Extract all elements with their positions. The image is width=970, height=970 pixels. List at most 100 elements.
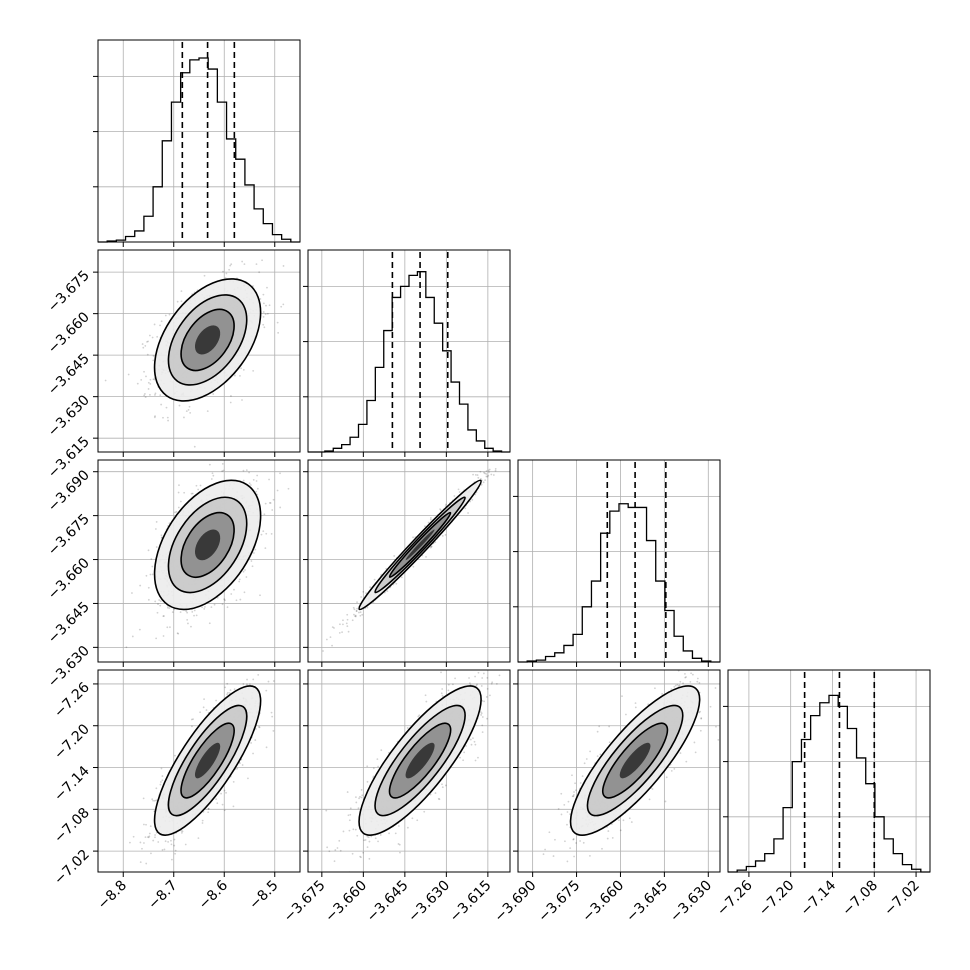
scatter-point <box>354 615 356 618</box>
scatter-point <box>239 598 242 601</box>
scatter-point <box>477 671 480 674</box>
scatter-point <box>125 646 128 649</box>
scatter-point <box>241 764 244 766</box>
scatter-point <box>157 841 160 843</box>
scatter-point <box>265 532 268 535</box>
scatter-point <box>359 611 362 614</box>
scatter-point <box>151 336 154 339</box>
scatter-point <box>168 468 170 470</box>
panel-frame <box>97 459 301 663</box>
scatter-point <box>429 518 432 521</box>
scatter-point <box>366 606 369 609</box>
scatter-point <box>441 694 444 697</box>
scatter-point <box>161 779 164 782</box>
scatter-point <box>177 491 180 494</box>
scatter-point <box>147 836 150 839</box>
scatter-point <box>180 831 183 834</box>
scatter-point <box>143 394 146 397</box>
scatter-point <box>242 683 245 685</box>
scatter-panel-2-1 <box>303 459 511 667</box>
scatter-point <box>246 678 248 681</box>
scatter-point <box>201 606 204 609</box>
scatter-point <box>143 370 145 373</box>
scatter-point <box>167 841 170 843</box>
scatter-point <box>141 876 143 878</box>
scatter-point <box>104 379 107 382</box>
scatter-point <box>359 614 362 617</box>
scatter-point <box>148 835 151 838</box>
scatter-point <box>458 491 461 493</box>
scatter-point <box>255 263 258 266</box>
scatter-point <box>280 305 283 308</box>
scatter-point <box>441 535 444 537</box>
scatter-point <box>187 622 189 625</box>
scatter-point <box>139 584 142 587</box>
scatter-point <box>174 754 176 757</box>
scatter-point <box>190 718 193 721</box>
scatter-point <box>165 406 168 409</box>
scatter-point <box>259 298 262 300</box>
scatter-point <box>372 767 375 770</box>
scatter-point <box>453 495 456 497</box>
scatter-point <box>430 516 432 519</box>
scatter-point <box>356 607 358 610</box>
scatter-point <box>203 698 205 701</box>
histogram-step <box>98 57 300 243</box>
scatter-point <box>338 631 341 634</box>
scatter-point <box>186 611 189 614</box>
scatter-point <box>177 506 180 509</box>
scatter-point <box>191 610 194 613</box>
scatter-point <box>143 842 145 844</box>
scatter-point <box>270 711 273 714</box>
scatter-point <box>262 530 265 533</box>
scatter-point <box>263 513 266 516</box>
scatter-point <box>148 334 151 337</box>
scatter-point <box>265 304 267 307</box>
scatter-point <box>333 860 336 863</box>
scatter-point <box>163 848 166 851</box>
scatter-point <box>485 473 488 475</box>
scatter-point <box>361 613 364 616</box>
scatter-point <box>473 740 476 743</box>
scatter-point <box>243 591 246 594</box>
scatter-point <box>245 576 248 578</box>
density-contour <box>194 529 221 561</box>
scatter-point <box>154 415 156 418</box>
scatter-point <box>174 852 177 855</box>
scatter-point <box>284 665 286 667</box>
scatter-point <box>242 479 245 482</box>
scatter-point <box>144 345 147 347</box>
scatter-point <box>412 536 414 539</box>
scatter-point <box>222 469 225 472</box>
scatter-point <box>263 326 266 329</box>
scatter-point <box>215 699 217 702</box>
scatter-point <box>159 604 162 607</box>
scatter-point <box>230 593 233 595</box>
scatter-point <box>341 631 343 634</box>
hist-panel-2 <box>513 459 721 667</box>
scatter-point <box>255 490 258 493</box>
scatter-point <box>179 500 182 503</box>
scatter-point <box>221 462 224 465</box>
scatter-point <box>146 340 148 343</box>
scatter-point <box>154 528 157 530</box>
scatter-point <box>161 849 164 851</box>
scatter-point <box>342 619 344 622</box>
scatter-point <box>248 482 251 485</box>
scatter-point <box>203 607 206 610</box>
scatter-point <box>406 727 409 729</box>
scatter-point <box>444 533 447 536</box>
scatter-point <box>226 682 229 685</box>
scatter-point <box>469 500 472 503</box>
scatter-point <box>129 841 131 844</box>
scatter-point <box>488 468 491 471</box>
scatter-point <box>468 658 470 660</box>
scatter-point <box>224 686 227 689</box>
scatter-point <box>154 394 156 396</box>
scatter-point <box>250 742 253 744</box>
scatter-point <box>147 388 150 390</box>
scatter-point <box>220 792 222 795</box>
scatter-point <box>153 378 156 381</box>
scatter-point <box>206 410 209 413</box>
scatter-point <box>355 610 358 612</box>
